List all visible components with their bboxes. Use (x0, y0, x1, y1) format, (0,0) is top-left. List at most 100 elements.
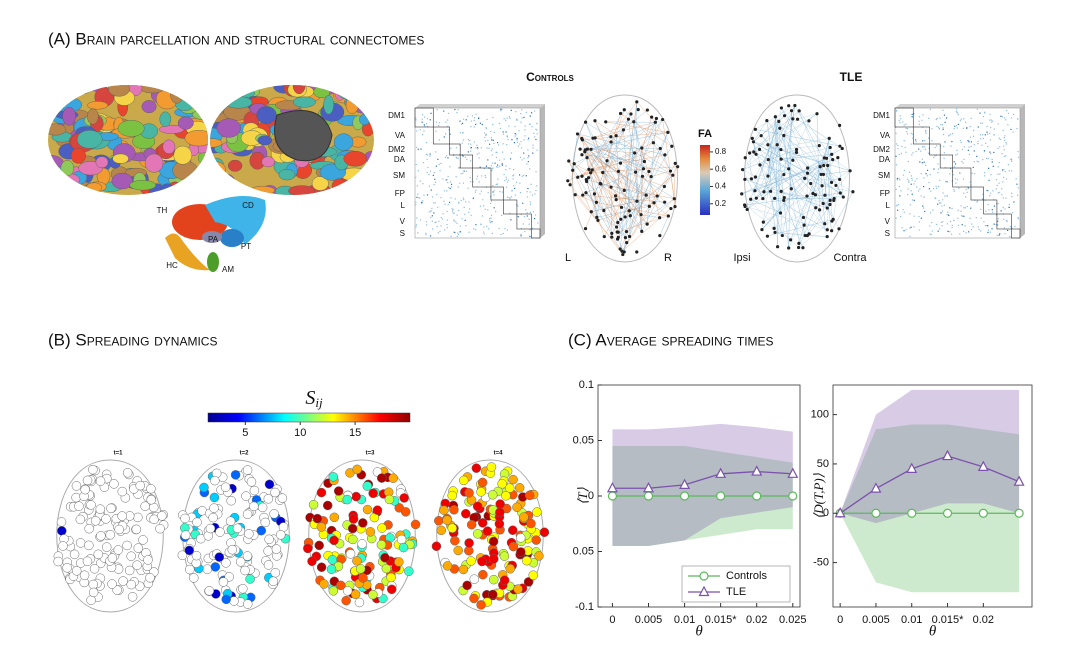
edge (641, 147, 660, 218)
y-tick-label: 0.1 (579, 379, 594, 391)
matrix-cell (474, 191, 476, 193)
node (75, 538, 86, 548)
matrix-cell (1002, 197, 1004, 199)
edge (824, 195, 844, 198)
matrix-cell (457, 232, 459, 234)
node (741, 167, 745, 172)
matrix-cell (953, 188, 955, 191)
matrix-cell (903, 211, 905, 213)
node (616, 169, 621, 174)
edge (586, 181, 621, 220)
matrix-cell (417, 193, 419, 195)
edge (761, 178, 805, 230)
node (208, 512, 218, 523)
matrix-cell (532, 147, 534, 149)
matrix-cell (527, 157, 529, 159)
matrix-cell (951, 224, 953, 227)
matrix-cell (976, 108, 978, 110)
node (821, 201, 825, 206)
node (769, 189, 773, 193)
module-box (1011, 228, 1021, 239)
matrix-cell (491, 168, 493, 170)
matrix-cell (516, 137, 518, 140)
edge (585, 132, 668, 151)
node (820, 184, 824, 188)
matrix-cell (501, 214, 503, 216)
module-box (912, 126, 930, 145)
node (802, 223, 806, 227)
colorbar-tick-label: 10 (294, 427, 306, 439)
node (322, 500, 333, 511)
matrix-cell (496, 164, 499, 166)
matrix-cell (505, 119, 507, 121)
node (647, 169, 651, 174)
matrix-cell (972, 166, 974, 168)
edge (642, 176, 665, 203)
matrix-cell (923, 196, 925, 198)
matrix-cell (997, 123, 999, 125)
matrix-cell (915, 141, 917, 143)
x-tick-label: 0 (837, 614, 843, 626)
matrix-cell (419, 197, 421, 199)
matrix-cell (955, 110, 957, 112)
node (805, 194, 809, 198)
parcel (351, 86, 370, 103)
matrix-cell (942, 221, 944, 223)
matrix-cell (429, 153, 431, 155)
matrix-cell (476, 146, 479, 149)
matrix-cell (417, 148, 419, 150)
node (658, 216, 662, 220)
matrix-cell (943, 145, 945, 148)
matrix-cell (509, 117, 511, 119)
node (398, 542, 409, 553)
matrix-cell (535, 189, 537, 192)
matrix-cell (529, 201, 531, 203)
node (508, 541, 519, 552)
matrix-cell (463, 206, 465, 209)
matrix-cell (924, 146, 926, 148)
matrix-cell (1013, 201, 1015, 203)
matrix-cell (521, 117, 523, 119)
matrix-cell (895, 164, 898, 166)
matrix-cell (478, 181, 480, 183)
node (645, 222, 649, 226)
matrix-cell (520, 121, 522, 123)
matrix-cell (421, 121, 423, 123)
matrix-cell (454, 198, 456, 200)
node (270, 487, 280, 498)
parcel (108, 85, 130, 97)
matrix-cell (949, 207, 951, 209)
matrix-cell (936, 125, 938, 128)
edge (585, 121, 673, 176)
parcel (250, 185, 275, 195)
matrix-cell (920, 150, 922, 152)
matrix-cell (986, 131, 988, 133)
matrix-cell (461, 218, 463, 220)
matrix-cell (966, 127, 968, 129)
matrix-cell (420, 148, 422, 150)
series-line (839, 455, 1020, 514)
x-tick-label: 0.01 (674, 614, 695, 626)
matrix-cell (503, 173, 505, 176)
edge (633, 121, 645, 162)
matrix-cell (440, 162, 442, 165)
matrix-cell (941, 124, 944, 126)
matrix-cell (1003, 155, 1005, 157)
matrix-cell (490, 217, 492, 219)
node (831, 217, 835, 221)
matrix-cell (911, 113, 913, 115)
node (526, 518, 536, 529)
matrix-cell (981, 134, 984, 136)
matrix-cell (467, 115, 469, 117)
edge (827, 147, 831, 230)
parcel (359, 113, 370, 126)
matrix-cell (1004, 139, 1006, 141)
node (56, 517, 67, 527)
node (462, 580, 472, 591)
edge (798, 219, 834, 248)
amygdala (207, 252, 219, 272)
node (838, 144, 842, 148)
matrix-cell (960, 141, 962, 144)
matrix-cell (991, 228, 993, 230)
edge (610, 187, 613, 238)
